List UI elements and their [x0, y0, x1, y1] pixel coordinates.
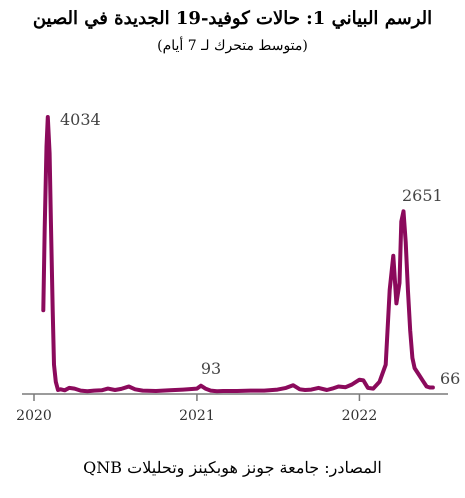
chart-title: الرسم البياني 1: حالات كوفيد-19 الجديدة … [32, 8, 433, 29]
x-tick-label-2020: 2020 [16, 408, 52, 424]
data-label-4034: 4034 [60, 110, 101, 129]
data-label-2651: 2651 [402, 186, 443, 205]
cases-series-line [41, 115, 435, 394]
data-label-66: 66 [440, 369, 460, 388]
x-tick-label-2021: 2021 [179, 408, 215, 424]
chart-subtitle: (متوسط متحرك لـ 7 أيام) [157, 38, 308, 54]
x-tick-label-2022: 2022 [342, 408, 378, 424]
chart-source: المصادر: جامعة جونز هوبكينز وتحليلات QNB [83, 458, 382, 477]
data-label-93: 93 [201, 359, 221, 378]
data-labels: 4034 93 2651 66 [60, 110, 460, 388]
x-axis-ticks: 2020 2021 2022 [16, 394, 377, 424]
